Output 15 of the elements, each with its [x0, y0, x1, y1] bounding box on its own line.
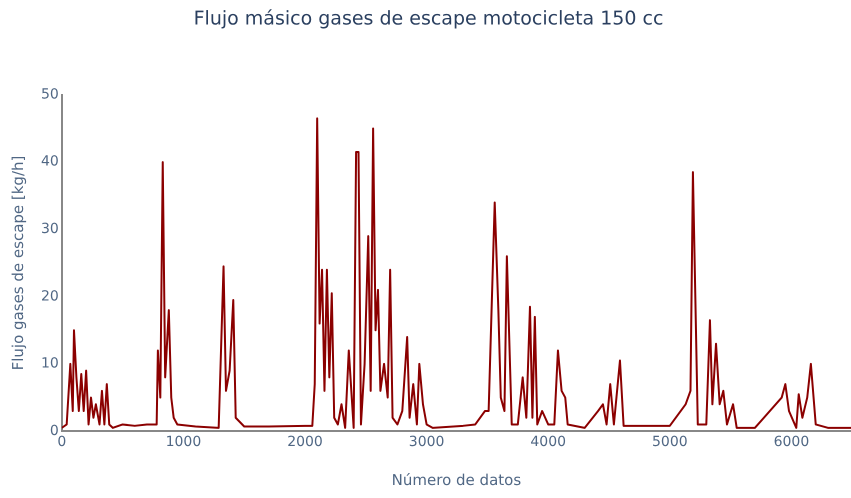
y-tick-label: 10	[40, 356, 59, 372]
x-tick-label: 3000	[408, 434, 444, 450]
x-tick-label: 1000	[166, 434, 202, 450]
y-tick-label: 20	[40, 288, 59, 304]
x-tick-label: 5000	[652, 434, 688, 450]
x-tick-label: 2000	[287, 434, 323, 450]
y-tick-label: 50	[40, 86, 59, 102]
x-tick-label: 4000	[530, 434, 566, 450]
y-tick-label: 30	[40, 221, 59, 237]
x-tick-label: 6000	[774, 434, 810, 450]
x-axis-title: Número de datos	[392, 470, 522, 489]
y-tick-label: 40	[40, 154, 59, 170]
chart-title: Flujo másico gases de escape motocicleta 150 cc	[194, 7, 664, 30]
y-tick-label: 0	[50, 422, 59, 439]
y-axis-title: Flujo gases de escape [kg/h]	[8, 156, 27, 370]
